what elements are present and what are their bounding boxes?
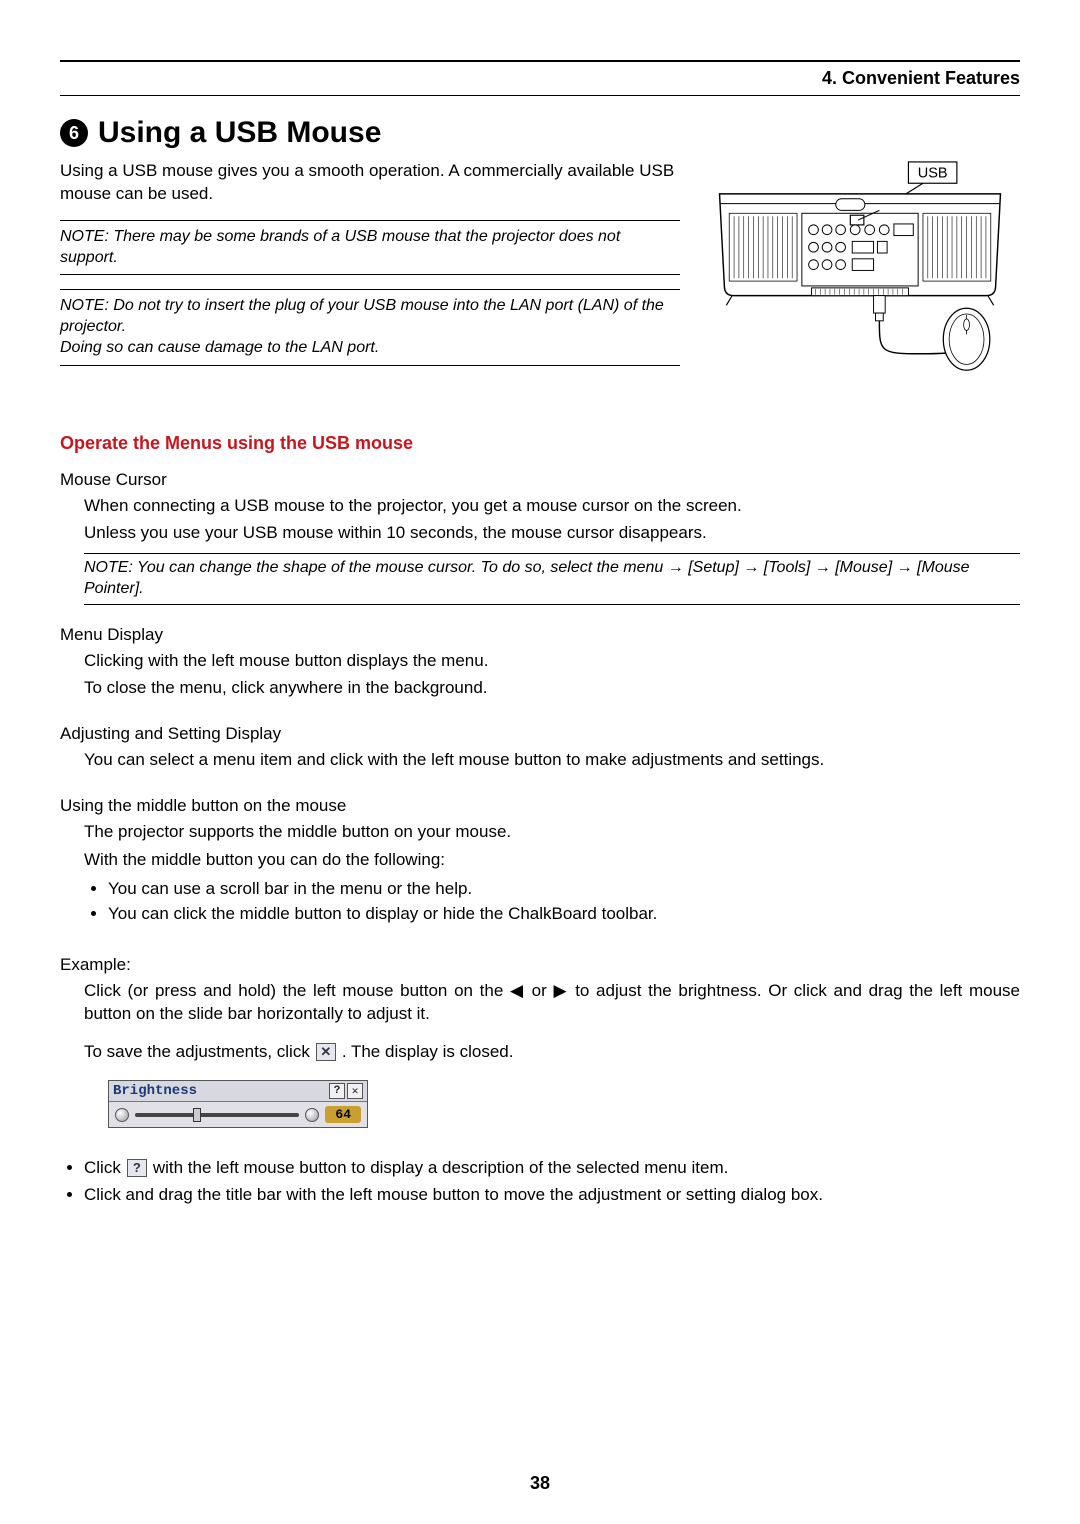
dialog-help-icon[interactable]: ?: [329, 1083, 345, 1099]
usb-label: USB: [918, 165, 948, 181]
help-click-line: Click ? with the left mouse button to di…: [84, 1154, 1020, 1181]
menu-display-label: Menu Display: [60, 625, 1020, 645]
adjusting-line1: You can select a menu item and click wit…: [84, 748, 1020, 772]
dialog-close-icon[interactable]: ✕: [347, 1083, 363, 1099]
page-title: 6 Using a USB Mouse: [60, 116, 1020, 150]
mouse-cursor-note: NOTE: You can change the shape of the mo…: [84, 553, 1020, 605]
brightness-dialog: Brightness ? ✕ 64: [108, 1080, 368, 1128]
section-header: 4. Convenient Features: [60, 64, 1020, 96]
page-number: 38: [0, 1473, 1080, 1494]
intro-paragraph: Using a USB mouse gives you a smooth ope…: [60, 160, 680, 206]
brightness-slider[interactable]: [135, 1113, 299, 1117]
menu-display-line2: To close the menu, click anywhere in the…: [84, 676, 1020, 700]
save-adjustments-line: To save the adjustments, click ✕ . The d…: [84, 1040, 1020, 1064]
middle-button-bullet1: You can use a scroll bar in the menu or …: [108, 876, 1020, 902]
drag-titlebar-line: Click and drag the title bar with the le…: [84, 1181, 1020, 1208]
menu-display-line1: Clicking with the left mouse button disp…: [84, 649, 1020, 673]
title-bullet-number: 6: [60, 119, 88, 147]
operate-menus-heading: Operate the Menus using the USB mouse: [60, 433, 1020, 454]
middle-button-line2: With the middle button you can do the fo…: [84, 848, 1020, 872]
help-icon[interactable]: ?: [127, 1159, 147, 1177]
projector-usb-diagram: USB: [705, 160, 1015, 393]
brightness-title: Brightness: [113, 1083, 327, 1099]
mouse-cursor-label: Mouse Cursor: [60, 470, 1020, 490]
title-text: Using a USB Mouse: [98, 116, 381, 150]
adjusting-label: Adjusting and Setting Display: [60, 724, 1020, 744]
note-lan-port: NOTE: Do not try to insert the plug of y…: [60, 289, 680, 365]
brightness-titlebar[interactable]: Brightness ? ✕: [109, 1081, 367, 1102]
decrease-knob-icon[interactable]: [115, 1108, 129, 1122]
increase-knob-icon[interactable]: [305, 1108, 319, 1122]
middle-button-bullet2: You can click the middle button to displ…: [108, 901, 1020, 927]
mouse-cursor-line2: Unless you use your USB mouse within 10 …: [84, 521, 1020, 545]
note-unsupported-brands: NOTE: There may be some brands of a USB …: [60, 220, 680, 276]
middle-button-label: Using the middle button on the mouse: [60, 796, 1020, 816]
example-paragraph-1: Click (or press and hold) the left mouse…: [84, 979, 1020, 1027]
example-label: Example:: [60, 955, 1020, 975]
close-icon[interactable]: ✕: [316, 1043, 336, 1061]
slider-thumb[interactable]: [193, 1108, 201, 1122]
mouse-cursor-line1: When connecting a USB mouse to the proje…: [84, 494, 1020, 518]
middle-button-line1: The projector supports the middle button…: [84, 820, 1020, 844]
brightness-value: 64: [325, 1106, 361, 1123]
